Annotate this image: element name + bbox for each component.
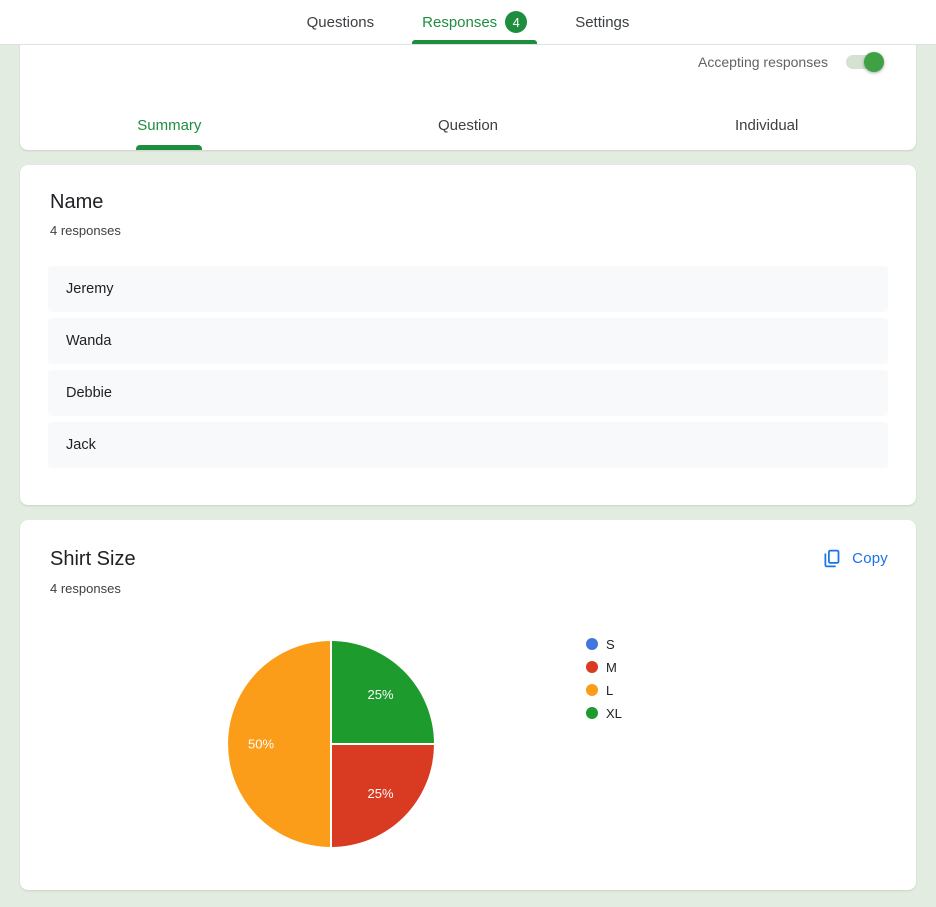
- answers-list: Jeremy Wanda Debbie Jack: [20, 266, 916, 468]
- pie-slice-xl: [331, 641, 434, 744]
- shirt-card-header: Shirt Size Copy: [20, 520, 916, 573]
- nav-tab-label: Responses: [422, 13, 498, 31]
- accepting-responses-row: Accepting responses: [698, 48, 884, 76]
- pie-percentage-label: 50%: [248, 737, 274, 752]
- nav-tab-label: Questions: [306, 13, 375, 31]
- accepting-responses-label: Accepting responses: [698, 54, 828, 70]
- summary-tabs: Summary Question Individual: [20, 100, 916, 150]
- responses-count: 4 responses: [50, 581, 121, 596]
- pie-slice-l: [228, 641, 331, 847]
- legend-item-l: L: [586, 682, 622, 698]
- legend-item-s: S: [586, 636, 622, 652]
- tab-individual[interactable]: Individual: [617, 100, 916, 150]
- shirt-size-pie-chart: 25% 50% 25%: [228, 641, 434, 847]
- tab-label: Question: [437, 116, 499, 134]
- question-title: Name: [50, 191, 104, 213]
- nav-tab-questions[interactable]: Questions: [295, 0, 387, 44]
- response-item: Jack: [48, 422, 888, 468]
- pie-percentage-label: 25%: [367, 687, 393, 702]
- nav-tab-settings[interactable]: Settings: [563, 0, 641, 44]
- legend-label: L: [606, 682, 614, 698]
- accepting-responses-toggle[interactable]: [846, 52, 884, 72]
- active-tab-underline: [136, 145, 203, 150]
- nav-tab-label: Settings: [575, 13, 630, 31]
- response-item: Debbie: [48, 370, 888, 416]
- chart-legend: S M L XL: [586, 636, 622, 721]
- legend-label: S: [606, 636, 615, 652]
- nav-tab-responses[interactable]: Responses 4: [410, 0, 539, 44]
- responses-count: 4 responses: [50, 223, 121, 238]
- question-title: Shirt Size: [50, 547, 136, 570]
- top-nav: Questions Responses 4 Settings: [0, 0, 936, 45]
- nav-items: Questions Responses 4 Settings: [283, 0, 654, 44]
- copy-icon: [824, 549, 840, 568]
- tab-label: Individual: [734, 116, 799, 134]
- legend-color-dot: [586, 661, 598, 673]
- name-question-card: Name 4 responses Jeremy Wanda Debbie Jack: [20, 165, 916, 505]
- legend-color-dot: [586, 707, 598, 719]
- response-item: Jeremy: [48, 266, 888, 312]
- active-nav-underline: [412, 40, 538, 44]
- legend-item-xl: XL: [586, 705, 622, 721]
- legend-label: XL: [606, 705, 622, 721]
- response-item: Wanda: [48, 318, 888, 364]
- responses-toolbar-card: Accepting responses Summary Question Indiv…: [20, 44, 916, 150]
- copy-label: Copy: [852, 550, 888, 567]
- toggle-thumb: [864, 52, 884, 72]
- copy-chart-button[interactable]: Copy: [819, 544, 890, 573]
- pie-slice-m: [331, 744, 434, 847]
- legend-color-dot: [586, 684, 598, 696]
- legend-label: M: [606, 659, 617, 675]
- tab-label: Summary: [137, 116, 202, 134]
- name-card-header: Name: [20, 165, 916, 215]
- tab-question[interactable]: Question: [319, 100, 618, 150]
- legend-color-dot: [586, 638, 598, 650]
- tab-summary[interactable]: Summary: [20, 100, 319, 150]
- pie-percentage-label: 25%: [367, 786, 393, 801]
- legend-item-m: M: [586, 659, 622, 675]
- responses-count-badge: 4: [505, 11, 528, 33]
